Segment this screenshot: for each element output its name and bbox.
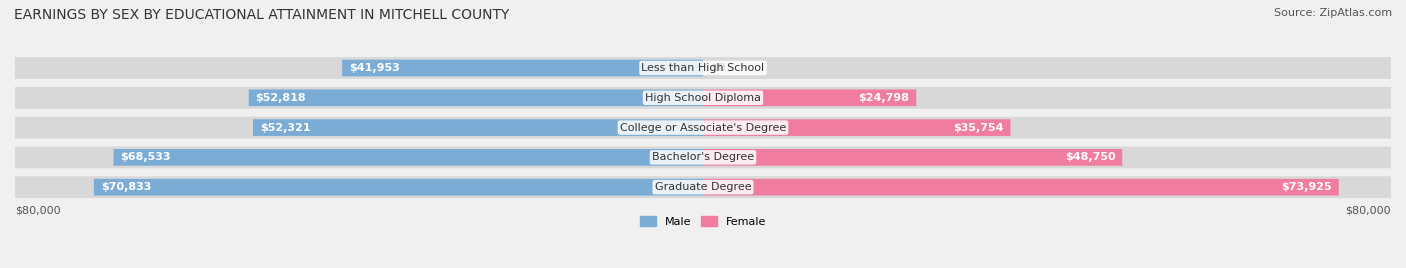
FancyBboxPatch shape <box>15 176 1391 198</box>
Text: $48,750: $48,750 <box>1064 152 1115 162</box>
Text: Source: ZipAtlas.com: Source: ZipAtlas.com <box>1274 8 1392 18</box>
FancyBboxPatch shape <box>15 57 1391 79</box>
Text: College or Associate's Degree: College or Associate's Degree <box>620 122 786 133</box>
Text: EARNINGS BY SEX BY EDUCATIONAL ATTAINMENT IN MITCHELL COUNTY: EARNINGS BY SEX BY EDUCATIONAL ATTAINMEN… <box>14 8 509 22</box>
Text: $0: $0 <box>710 63 725 73</box>
Text: Less than High School: Less than High School <box>641 63 765 73</box>
FancyBboxPatch shape <box>15 87 1391 109</box>
Text: $80,000: $80,000 <box>15 206 60 216</box>
FancyBboxPatch shape <box>703 179 1339 195</box>
Text: $80,000: $80,000 <box>1346 206 1391 216</box>
FancyBboxPatch shape <box>114 149 703 166</box>
Text: $68,533: $68,533 <box>121 152 172 162</box>
FancyBboxPatch shape <box>94 179 703 195</box>
FancyBboxPatch shape <box>703 119 1011 136</box>
Text: $52,818: $52,818 <box>256 93 307 103</box>
Text: $70,833: $70,833 <box>101 182 150 192</box>
Text: $73,925: $73,925 <box>1281 182 1331 192</box>
FancyBboxPatch shape <box>342 60 703 76</box>
Text: $41,953: $41,953 <box>349 63 399 73</box>
Text: $35,754: $35,754 <box>953 122 1004 133</box>
FancyBboxPatch shape <box>703 90 917 106</box>
Legend: Male, Female: Male, Female <box>636 212 770 231</box>
Text: $52,321: $52,321 <box>260 122 311 133</box>
FancyBboxPatch shape <box>703 149 1122 166</box>
FancyBboxPatch shape <box>249 90 703 106</box>
Text: $24,798: $24,798 <box>859 93 910 103</box>
Text: Bachelor's Degree: Bachelor's Degree <box>652 152 754 162</box>
FancyBboxPatch shape <box>15 147 1391 168</box>
FancyBboxPatch shape <box>253 119 703 136</box>
FancyBboxPatch shape <box>15 117 1391 139</box>
Text: High School Diploma: High School Diploma <box>645 93 761 103</box>
Text: Graduate Degree: Graduate Degree <box>655 182 751 192</box>
